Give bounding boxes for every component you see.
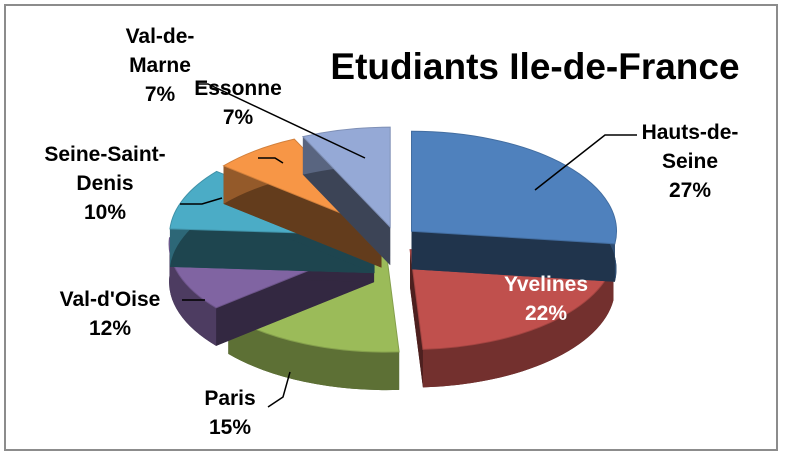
slice [301,126,391,229]
leader-line [267,371,291,408]
leader-line [180,197,223,205]
slice-wall [228,315,400,391]
data-label: Val-d'Oise 12% [40,285,180,343]
value-label: 15% [208,416,252,439]
data-label: Hauts-de-Seine 27% [625,118,755,205]
value-label: 22% [524,302,568,325]
leader-line [534,134,637,191]
value-label: 12% [88,317,132,340]
leader-line [198,83,366,159]
value-label: 27% [668,179,712,202]
data-label: Seine-Saint-Denis 10% [30,140,180,227]
chart-title: Etudiants Ile-de-France [330,46,740,87]
category-label: Paris [204,387,256,410]
category-label: Seine-Saint-Denis [44,143,166,195]
slice-wall [169,237,217,346]
category-label: Val-de-Marne [125,25,195,77]
data-label: Yvelines 22% [486,270,606,328]
data-label: Essonne 7% [178,74,298,132]
value-label: 7% [144,83,176,106]
slice-side [223,165,382,268]
category-label: Essonne [194,77,282,100]
slice [411,130,617,245]
value-label: 7% [222,106,254,129]
leader-line [258,157,284,164]
slice-side [411,231,615,282]
category-label: Yvelines [503,273,589,296]
category-label: Val-d'Oise [59,288,161,311]
data-label: Paris 15% [175,384,285,442]
chart-frame [4,4,778,451]
slice-side [410,249,423,388]
category-label: Hauts-de-Seine [641,121,739,173]
slice-wall [422,262,614,388]
data-label: Val-de-Marne 7% [95,22,225,109]
value-label: 10% [83,201,127,224]
